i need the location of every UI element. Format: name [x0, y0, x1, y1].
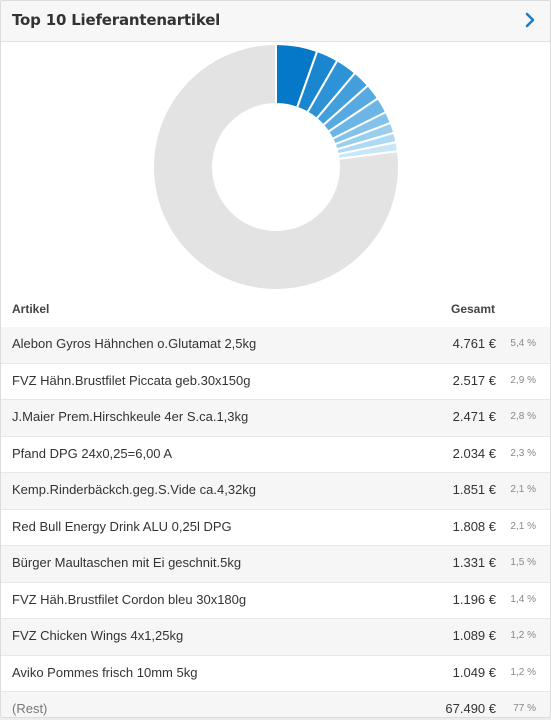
article-name: Kemp.Rinderbäckch.geg.S.Vide ca.4,32kg	[12, 482, 257, 497]
article-name: FVZ Häh.Brustfilet Cordon bleu 30x180g	[12, 591, 247, 607]
donut-chart	[152, 42, 400, 291]
table-row[interactable]: Aviko Pommes frisch 10mm 5kg 1.049 € 1,2…	[1, 655, 550, 692]
widget-header: Top 10 Lieferantenartikel	[1, 1, 550, 42]
table-row[interactable]: J.Maier Prem.Hirschkeule 4er S.ca.1,3kg …	[1, 400, 550, 437]
articles-table: Alebon Gyros Hähnchen o.Glutamat 2,5kg 4…	[1, 327, 550, 717]
article-amount: 1.049 €	[452, 664, 496, 680]
table-row[interactable]: Kemp.Rinderbäckch.geg.S.Vide ca.4,32kg 1…	[1, 473, 550, 510]
article-percent: 2,8 %	[510, 411, 536, 422]
article-amount: 1.851 €	[452, 482, 496, 497]
article-percent: 1,5 %	[510, 557, 536, 568]
article-percent: 2,1 %	[510, 484, 536, 495]
article-amount: 1.089 €	[452, 628, 496, 643]
table-row[interactable]: Bürger Maultaschen mit Ei geschnit.5kg 1…	[1, 546, 550, 583]
table-row-rest[interactable]: (Rest) 67.490 € 77 %	[1, 692, 550, 717]
article-percent: 2,3 %	[510, 447, 536, 459]
article-amount: 2.034 €	[452, 445, 496, 461]
article-amount: 4.761 €	[452, 336, 496, 351]
article-amount: 1.331 €	[452, 555, 496, 570]
widget-title: Top 10 Lieferantenartikel	[12, 11, 221, 29]
article-percent: 1,2 %	[510, 666, 536, 678]
article-amount: 2.471 €	[452, 409, 496, 424]
table-row[interactable]: Red Bull Energy Drink ALU 0,25l DPG 1.80…	[1, 509, 550, 546]
table-row[interactable]: FVZ Chicken Wings 4x1,25kg 1.089 € 1,2 %	[1, 619, 550, 656]
column-header-gesamt: Gesamt	[451, 302, 496, 316]
rest-label: (Rest)	[12, 701, 48, 716]
table-row[interactable]: Pfand DPG 24x0,25=6,00 A 2.034 € 2,3 %	[1, 436, 550, 473]
table-row[interactable]: FVZ Häh.Brustfilet Cordon bleu 30x180g 1…	[1, 582, 550, 619]
article-percent: 2,1 %	[510, 520, 536, 532]
article-name: Alebon Gyros Hähnchen o.Glutamat 2,5kg	[12, 336, 257, 351]
rest-percent: 77 %	[513, 703, 536, 714]
table-row[interactable]: Alebon Gyros Hähnchen o.Glutamat 2,5kg 4…	[1, 327, 550, 364]
article-percent: 2,9 %	[510, 374, 536, 386]
article-amount: 2.517 €	[452, 372, 496, 388]
article-name: Bürger Maultaschen mit Ei geschnit.5kg	[12, 555, 242, 570]
article-amount: 1.196 €	[452, 591, 496, 607]
article-name: Aviko Pommes frisch 10mm 5kg	[12, 664, 198, 680]
table-header: Artikel Gesamt	[1, 293, 550, 328]
article-name: Red Bull Energy Drink ALU 0,25l DPG	[12, 518, 232, 534]
article-name: Pfand DPG 24x0,25=6,00 A	[12, 445, 173, 461]
pie-slice-rest[interactable]	[152, 42, 400, 291]
article-amount: 1.808 €	[452, 518, 496, 534]
table-row[interactable]: FVZ Hähn.Brustfilet Piccata geb.30x150g …	[1, 363, 550, 400]
article-name: FVZ Hähn.Brustfilet Piccata geb.30x150g	[12, 372, 251, 388]
rest-amount: 67.490 €	[445, 701, 496, 716]
article-percent: 1,4 %	[510, 593, 536, 605]
article-name: J.Maier Prem.Hirschkeule 4er S.ca.1,3kg	[12, 409, 249, 424]
article-percent: 5,4 %	[510, 338, 536, 349]
article-name: FVZ Chicken Wings 4x1,25kg	[12, 628, 184, 643]
article-percent: 1,2 %	[510, 630, 536, 641]
column-header-artikel: Artikel	[12, 302, 50, 316]
chevron-right-icon[interactable]	[522, 11, 538, 29]
